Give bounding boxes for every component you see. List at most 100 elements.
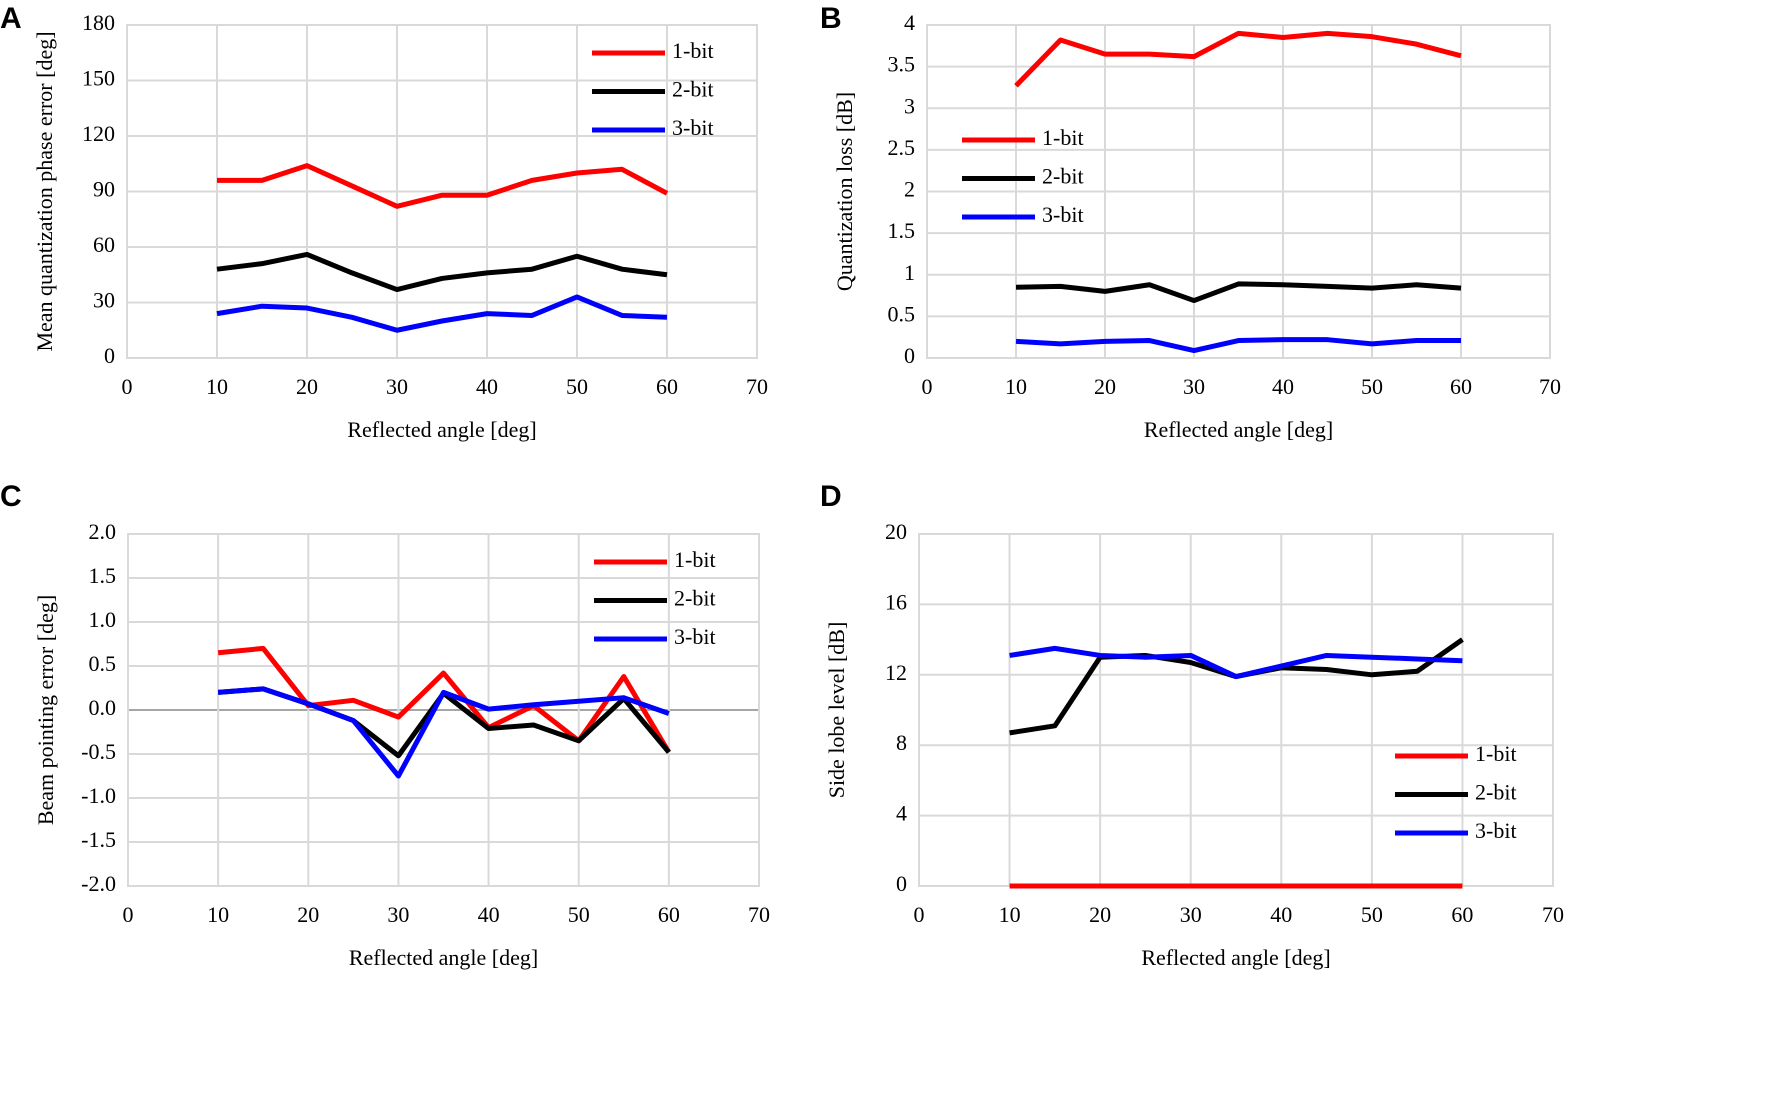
series-line [217, 645, 672, 754]
panel-letter: B [820, 2, 842, 35]
y-tick-label: 0.0 [89, 695, 117, 720]
x-tick-label: 10 [1005, 374, 1027, 399]
x-tick-label: 60 [658, 902, 680, 927]
series-line [216, 251, 668, 293]
y-tick-label: 4 [896, 801, 907, 826]
y-tick-label: 20 [885, 519, 907, 544]
plot-border [126, 24, 758, 359]
series-line [216, 294, 668, 333]
y-tick-label: 1.5 [89, 563, 117, 588]
series-line [1014, 30, 1462, 88]
x-tick-label: 70 [748, 902, 770, 927]
legend-label: 2-bit [1042, 164, 1084, 189]
x-tick-label: 40 [1270, 902, 1292, 927]
plot-border [127, 533, 760, 887]
y-tick-label: -0.5 [81, 739, 116, 764]
legend-label: 1-bit [1042, 125, 1084, 150]
y-tick-label: -1.0 [81, 783, 116, 808]
x-tick-label: 0 [922, 374, 933, 399]
y-tick-label: 60 [93, 232, 115, 257]
y-tick-label: 0 [896, 871, 907, 896]
y-tick-label: 0 [104, 343, 115, 368]
y-tick-label: 180 [82, 10, 115, 35]
y-axis-label: Beam pointing error [deg] [33, 595, 58, 825]
plot-border [926, 24, 1551, 359]
x-tick-label: 10 [999, 902, 1021, 927]
y-tick-label: 2.0 [89, 519, 117, 544]
panel-letter: A [0, 2, 22, 35]
x-tick-label: 10 [206, 374, 228, 399]
legend-label: 1-bit [1475, 741, 1517, 766]
x-tick-label: 20 [297, 902, 319, 927]
x-tick-label: 60 [1450, 374, 1472, 399]
x-tick-label: 50 [1361, 902, 1383, 927]
y-tick-label: 90 [93, 177, 115, 202]
x-tick-label: 30 [1180, 902, 1202, 927]
x-tick-label: 60 [1451, 902, 1473, 927]
x-tick-label: 50 [568, 902, 590, 927]
y-axis-label: Quantization loss [dB] [832, 92, 857, 291]
series-line [1015, 337, 1461, 354]
x-tick-label: 30 [1183, 374, 1205, 399]
y-tick-label: 16 [885, 589, 907, 614]
y-tick-label: 1.5 [888, 218, 916, 243]
legend-label: 3-bit [1475, 818, 1517, 843]
x-tick-label: 30 [386, 374, 408, 399]
y-tick-label: -2.0 [81, 871, 116, 896]
y-tick-label: 4 [904, 10, 915, 35]
legend-label: 1-bit [674, 547, 716, 572]
y-tick-label: 30 [93, 288, 115, 313]
x-tick-label: 40 [478, 902, 500, 927]
y-tick-label: 12 [885, 660, 907, 685]
x-tick-label: 50 [1361, 374, 1383, 399]
x-tick-label: 0 [122, 374, 133, 399]
y-tick-label: 150 [82, 66, 115, 91]
legend-label: 1-bit [672, 38, 714, 63]
x-axis-label: Reflected angle [deg] [347, 417, 536, 442]
series-line [1009, 645, 1463, 680]
series-line [217, 686, 670, 779]
y-tick-label: 2.5 [888, 135, 916, 160]
y-tick-label: 120 [82, 121, 115, 146]
y-tick-label: 3.5 [888, 52, 916, 77]
y-tick-label: 0 [904, 343, 915, 368]
y-tick-label: 1 [904, 260, 915, 285]
x-tick-label: 0 [914, 902, 925, 927]
legend-label: 2-bit [674, 586, 716, 611]
legend-label: 2-bit [1475, 780, 1517, 805]
x-tick-label: 40 [476, 374, 498, 399]
x-tick-label: 20 [1089, 902, 1111, 927]
x-axis-label: Reflected angle [deg] [349, 945, 538, 970]
x-tick-label: 70 [1542, 902, 1564, 927]
series-line [1015, 281, 1462, 304]
y-tick-label: 0.5 [89, 651, 117, 676]
x-tick-label: 70 [1539, 374, 1561, 399]
x-axis-label: Reflected angle [deg] [1144, 417, 1333, 442]
series-line [217, 163, 669, 209]
x-tick-label: 0 [123, 902, 134, 927]
y-tick-label: 8 [896, 730, 907, 755]
x-tick-label: 30 [387, 902, 409, 927]
y-tick-label: 0.5 [888, 301, 916, 326]
x-tick-label: 70 [746, 374, 768, 399]
x-tick-label: 60 [656, 374, 678, 399]
y-tick-label: 1.0 [89, 607, 117, 632]
legend-label: 3-bit [674, 624, 716, 649]
legend-label: 2-bit [672, 77, 714, 102]
x-tick-label: 10 [207, 902, 229, 927]
x-tick-label: 20 [1094, 374, 1116, 399]
x-tick-label: 50 [566, 374, 588, 399]
x-tick-label: 40 [1272, 374, 1294, 399]
y-tick-label: -1.5 [81, 827, 116, 852]
y-tick-label: 3 [904, 93, 915, 118]
legend-label: 3-bit [1042, 202, 1084, 227]
panel-letter: D [820, 480, 842, 513]
y-axis-label: Side lobe level [dB] [824, 622, 849, 799]
y-tick-label: 2 [904, 177, 915, 202]
y-axis-label: Mean quantization phase error [deg] [32, 31, 57, 351]
x-axis-label: Reflected angle [deg] [1141, 945, 1330, 970]
panel-letter: C [0, 480, 22, 513]
legend-label: 3-bit [672, 115, 714, 140]
x-tick-label: 20 [296, 374, 318, 399]
